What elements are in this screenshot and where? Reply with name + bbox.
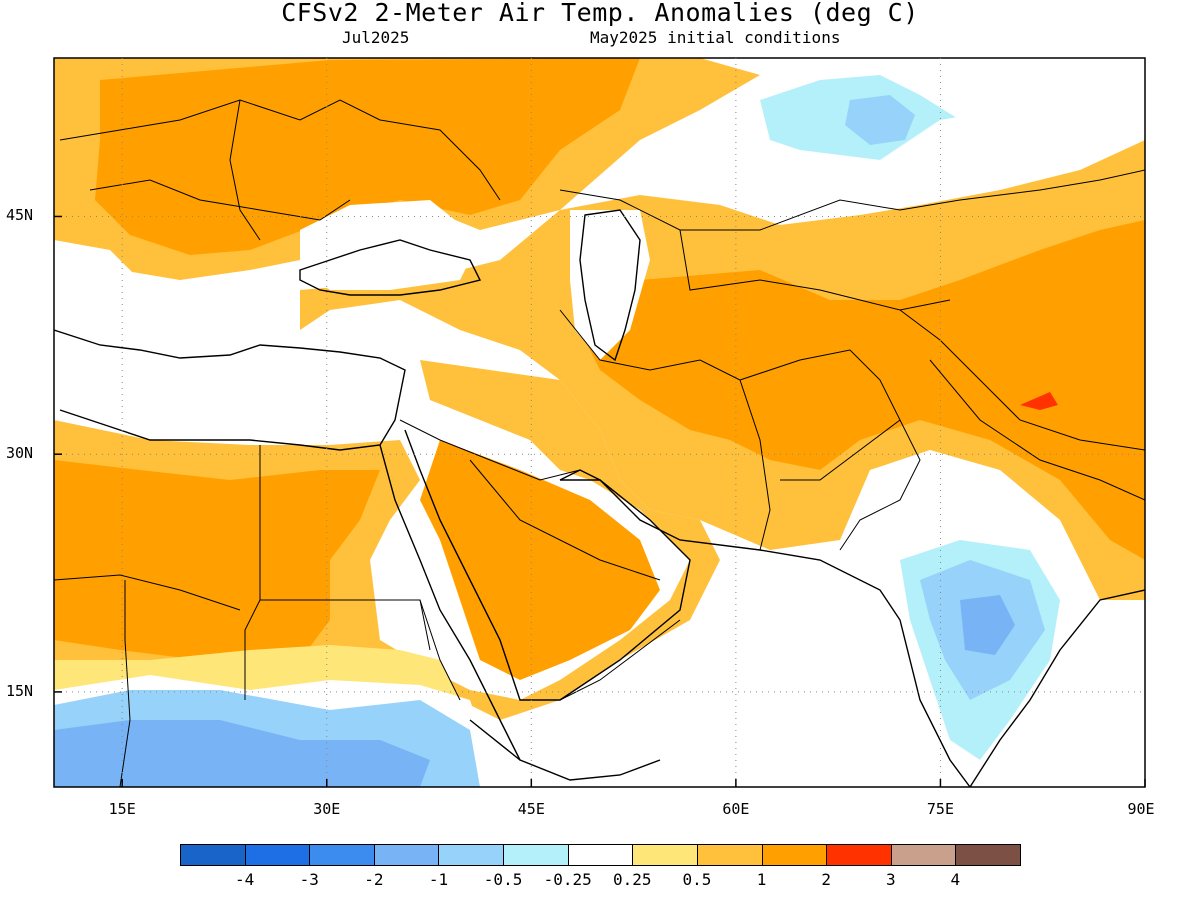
border-yemen-oman [559, 619, 681, 701]
border-iran [559, 309, 771, 551]
colorbar-swatch [826, 844, 892, 866]
anomaly-cool-india-core [960, 595, 1015, 655]
colorbar-label: 3 [885, 870, 896, 889]
colorbar-label: 4 [950, 870, 961, 889]
coastlines [54, 209, 1145, 787]
lat-tick-label: 30N [6, 444, 34, 463]
anomaly-neutral-mediterranean [54, 240, 420, 440]
colorbar-label: 2 [821, 870, 831, 889]
border-europe-3 [229, 99, 261, 241]
anomaly-warm-strong-tibet [1020, 392, 1058, 410]
anomaly-neutral-siberia [680, 58, 1145, 185]
lon-tick-label: 75E [926, 800, 954, 818]
colorbar-label: 1 [756, 870, 767, 889]
lon-tick-label: 15E [108, 800, 136, 818]
anomaly-warm-arabia-core [420, 440, 660, 680]
anomaly-cool-northeast-core [845, 95, 915, 145]
lon-tick-label: 60E [722, 800, 750, 818]
colorbar-label: 0.25 [613, 870, 652, 889]
coastline-arabia [404, 429, 691, 701]
coastline-horn-africa [469, 719, 661, 781]
lon-tick-label: 45E [517, 800, 545, 818]
border-east-africa [419, 599, 461, 701]
border-russia-kazakhstan [559, 169, 1145, 231]
initial-conditions: May2025 initial conditions [590, 28, 841, 47]
coastline-india-east [969, 589, 1145, 787]
colorbar-swatch [761, 844, 828, 866]
axis-ticks [54, 215, 1146, 787]
lon-tick-label: 90E [1127, 800, 1155, 818]
anomaly-cool-sahel-core [54, 720, 430, 787]
border-pakistan-india [839, 419, 921, 551]
coastline-black-sea [299, 239, 482, 296]
colorbar-swatch [438, 844, 505, 866]
colorbar-label: -0.25 [543, 870, 592, 889]
plot-frame [53, 57, 1146, 788]
lat-tick-label: 45N [6, 206, 34, 225]
colorbar-swatch [567, 844, 634, 866]
anomaly-warm-africa-core [54, 460, 380, 660]
colorbar-label: -2 [364, 870, 384, 889]
coastline-red-sea [379, 444, 521, 761]
colorbar-swatch [890, 844, 957, 866]
coastline-persian-gulf [560, 479, 971, 787]
anomaly-warm-core-asia [580, 220, 1145, 560]
colorbar-swatch [309, 844, 375, 866]
border-arabia-interior [469, 459, 661, 581]
colorbar-swatch [180, 844, 246, 866]
coastline-caspian [579, 209, 641, 362]
borders [54, 99, 1145, 787]
border-europe-1 [59, 99, 501, 201]
anomaly-warm-europe-core [95, 58, 640, 255]
anomaly-field [54, 58, 1145, 787]
border-afghanistan [739, 349, 901, 481]
colorbar-label: -3 [299, 870, 319, 889]
colorbar-swatch [244, 844, 311, 866]
map-title: CFSv2 2-Meter Air Temp. Anomalies (deg C… [281, 0, 919, 27]
forecast-month: Jul2025 [342, 28, 410, 47]
colorbar-swatch [503, 844, 569, 866]
colorbar-label: -0.5 [483, 870, 523, 889]
colorbar-label: -4 [234, 870, 255, 889]
colorbar-swatch [955, 844, 1021, 866]
colorbar-swatch [373, 844, 440, 866]
border-arabia-north [399, 419, 581, 481]
colorbar-label: -1 [428, 870, 449, 889]
border-himalaya [929, 359, 1145, 501]
colorbar-swatch [632, 844, 698, 866]
border-china [899, 309, 1145, 451]
lat-tick-label: 15N [6, 681, 34, 700]
border-africa-chad [119, 580, 131, 787]
border-africa-egypt-libya [244, 445, 261, 700]
lon-tick-label: 30E [313, 800, 341, 818]
anomaly-neutral-black-sea [300, 200, 480, 290]
border-africa-west [54, 574, 241, 611]
colorbar-label: 0.5 [682, 870, 712, 889]
coastline-mediterranean [54, 329, 406, 451]
colorbar-swatch [696, 844, 763, 866]
